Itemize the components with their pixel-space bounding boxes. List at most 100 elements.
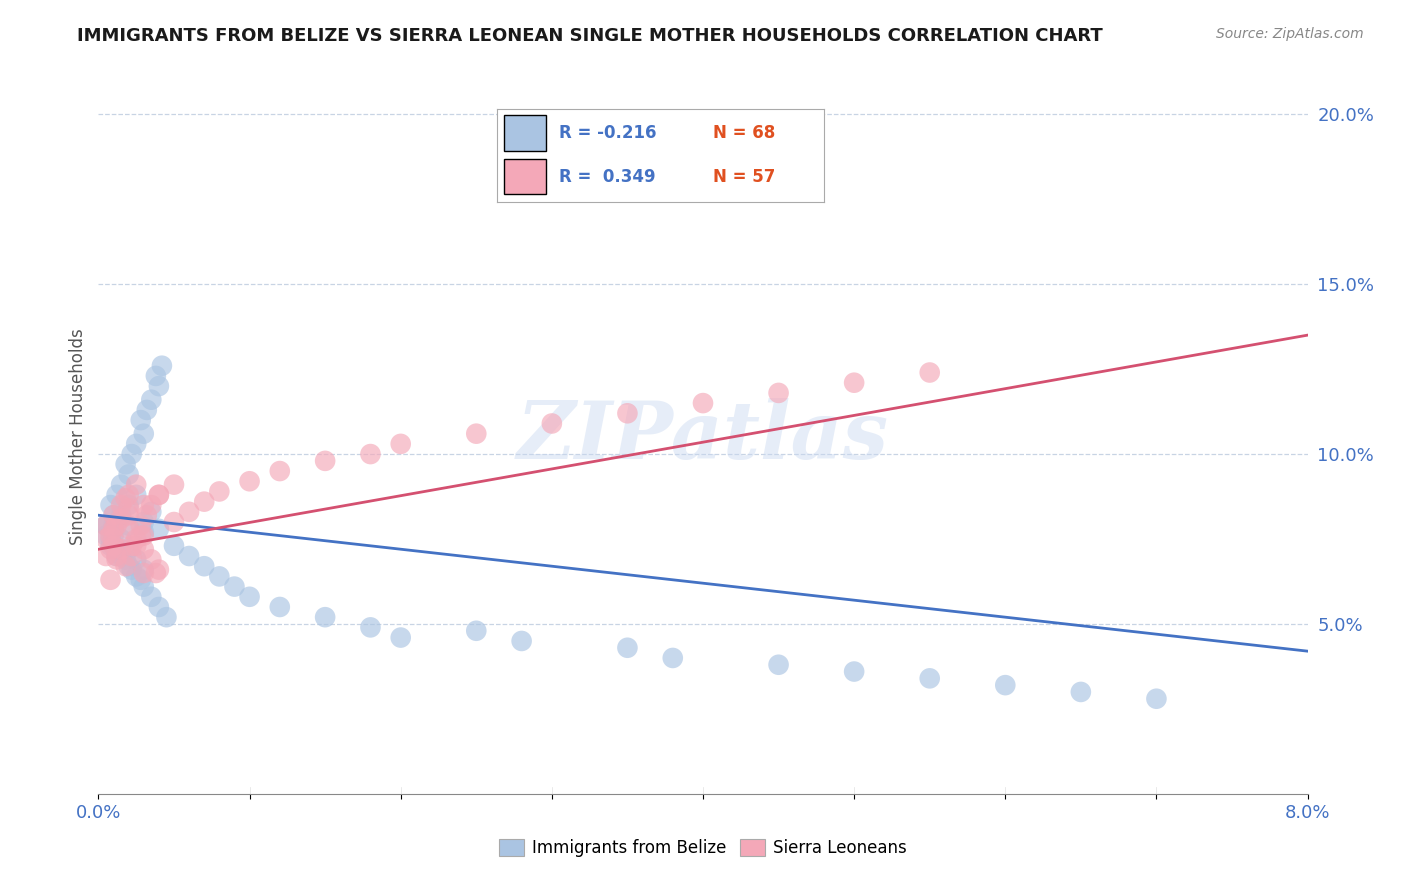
Point (132, 426, 155, 441)
Point (141, 498, 163, 512)
Point (132, 528, 155, 542)
Point (465, 426, 488, 441)
Point (94, 532, 117, 546)
Point (118, 559, 141, 574)
Point (125, 477, 148, 491)
Point (129, 518, 152, 533)
Point (135, 508, 157, 523)
Point (125, 488, 148, 502)
Point (94, 518, 117, 533)
Point (125, 539, 148, 553)
Point (125, 437, 148, 451)
Point (510, 634, 533, 648)
Point (768, 385, 790, 400)
Point (132, 542, 155, 557)
Point (110, 532, 132, 546)
Point (132, 515, 155, 529)
Point (269, 599, 291, 614)
Point (118, 518, 141, 533)
Point (94, 518, 117, 533)
Point (129, 573, 152, 587)
Point (148, 522, 170, 536)
Point (239, 590, 262, 604)
Point (100, 573, 122, 587)
Point (105, 542, 128, 557)
Point (105, 552, 128, 566)
Point (148, 488, 170, 502)
Point (118, 508, 141, 523)
Point (103, 532, 125, 546)
Point (110, 542, 132, 557)
Point (114, 559, 136, 574)
Point (844, 376, 866, 390)
Point (918, 366, 941, 380)
Point (132, 498, 155, 512)
Point (94, 549, 117, 563)
Point (132, 563, 155, 577)
Point (132, 525, 155, 540)
Point (994, 678, 1017, 692)
Legend: Immigrants from Belize, Sierra Leoneans: Immigrants from Belize, Sierra Leoneans (492, 832, 914, 864)
Point (768, 657, 790, 672)
Point (105, 549, 128, 563)
Point (918, 671, 941, 685)
Point (135, 403, 157, 417)
Point (110, 508, 132, 523)
Point (103, 508, 125, 523)
Point (1146, 691, 1168, 706)
Point (103, 522, 125, 536)
Point (616, 406, 638, 420)
Point (1070, 685, 1092, 699)
Point (465, 624, 488, 638)
Point (314, 610, 336, 624)
Point (132, 566, 155, 580)
Point (121, 539, 143, 553)
Point (360, 620, 382, 634)
Point (163, 477, 186, 491)
Point (129, 413, 152, 427)
Point (121, 563, 143, 577)
Point (103, 508, 125, 523)
Point (129, 528, 152, 542)
Point (179, 505, 201, 519)
Point (179, 549, 201, 563)
Point (844, 665, 866, 679)
Point (163, 515, 186, 529)
Point (148, 563, 170, 577)
Point (314, 454, 336, 468)
Point (224, 580, 246, 594)
Point (94, 518, 117, 533)
Point (125, 552, 148, 566)
Point (389, 437, 412, 451)
Point (114, 457, 136, 471)
Point (114, 491, 136, 506)
Point (121, 549, 143, 563)
Point (389, 631, 412, 645)
Point (118, 501, 141, 516)
Point (661, 651, 683, 665)
Point (132, 580, 155, 594)
Point (269, 464, 291, 478)
Point (100, 532, 122, 546)
Point (239, 475, 262, 489)
Point (94, 528, 117, 542)
Point (105, 488, 128, 502)
Point (148, 599, 170, 614)
Point (208, 484, 231, 499)
Text: IMMIGRANTS FROM BELIZE VS SIERRA LEONEAN SINGLE MOTHER HOUSEHOLDS CORRELATION CH: IMMIGRANTS FROM BELIZE VS SIERRA LEONEAN… (77, 27, 1104, 45)
Point (148, 379, 170, 393)
Point (118, 522, 141, 536)
Point (118, 542, 141, 557)
Point (692, 396, 714, 410)
Point (141, 552, 163, 566)
Point (105, 549, 128, 563)
Point (103, 522, 125, 536)
Point (360, 447, 382, 461)
Point (105, 518, 128, 533)
Point (540, 417, 562, 431)
Point (150, 359, 173, 373)
Point (110, 477, 132, 491)
Y-axis label: Single Mother Households: Single Mother Households (69, 329, 87, 545)
Point (110, 549, 132, 563)
Text: Source: ZipAtlas.com: Source: ZipAtlas.com (1216, 27, 1364, 41)
